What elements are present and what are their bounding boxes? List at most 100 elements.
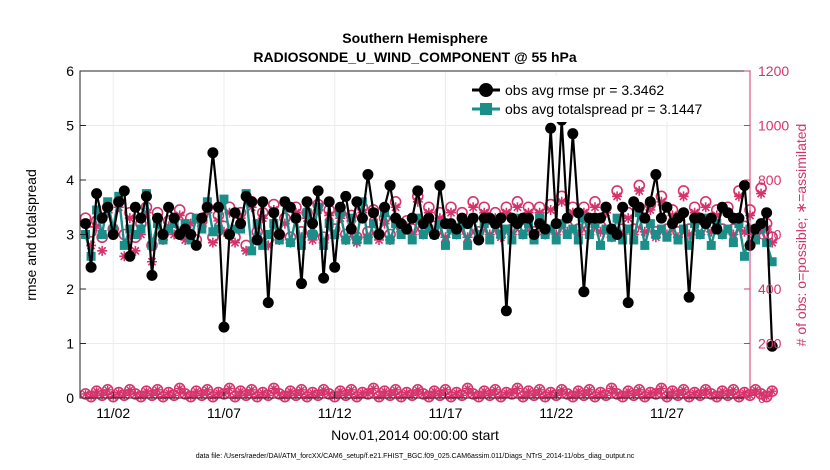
count-point-possible bbox=[201, 384, 214, 396]
count-point-low-assimilated bbox=[618, 392, 627, 401]
count-point-possible bbox=[101, 384, 114, 396]
count-point-low-assimilated bbox=[363, 389, 372, 398]
count-point-assimilated bbox=[706, 226, 717, 237]
spread-point bbox=[407, 235, 417, 245]
rmse-point bbox=[523, 212, 535, 224]
count-point-low-assimilated bbox=[635, 385, 644, 394]
y-tick-label: 4 bbox=[66, 172, 74, 188]
rmse-point bbox=[218, 321, 230, 333]
count-point-low-assimilated bbox=[757, 389, 766, 398]
count-point-assimilated bbox=[534, 207, 545, 218]
count-point-low-assimilated bbox=[341, 391, 350, 400]
count-point-possible bbox=[295, 384, 308, 396]
count-point-assimilated bbox=[639, 226, 650, 237]
x-axis-label: Nov.01,2014 00:00:00 start bbox=[331, 427, 499, 443]
count-point-low-assimilated bbox=[541, 392, 550, 401]
count-point-low-assimilated bbox=[291, 391, 300, 400]
count-point-low-assimilated bbox=[336, 387, 345, 396]
count-point-assimilated bbox=[551, 229, 562, 240]
count-point-low-assimilated bbox=[136, 392, 145, 401]
count-point-low-assimilated bbox=[441, 385, 450, 394]
spread-point bbox=[296, 240, 306, 250]
count-point-possible bbox=[677, 384, 690, 396]
spread-point bbox=[651, 230, 661, 239]
rmse-point bbox=[705, 212, 717, 224]
rmse-point bbox=[301, 196, 313, 208]
count-point-low-assimilated bbox=[375, 392, 384, 401]
count-point-possible bbox=[345, 384, 358, 396]
spread-point bbox=[385, 235, 395, 245]
count-point-low-assimilated bbox=[768, 387, 777, 396]
rmse-point bbox=[334, 201, 346, 213]
spread-point bbox=[579, 213, 589, 223]
spread-point bbox=[346, 213, 356, 223]
count-point-low-assimilated bbox=[314, 391, 323, 400]
spread-point bbox=[125, 224, 135, 234]
spread-point bbox=[330, 230, 340, 239]
count-point-low-assimilated bbox=[253, 392, 262, 401]
count-point-assimilated bbox=[578, 207, 589, 218]
count-point-low-assimilated bbox=[507, 389, 516, 398]
spread-point bbox=[568, 224, 578, 234]
spread-point bbox=[673, 235, 683, 245]
rmse-point bbox=[124, 250, 136, 262]
count-point-assimilated bbox=[86, 240, 97, 251]
x-tick-label: 11/02 bbox=[96, 405, 130, 421]
count-point-low-assimilated bbox=[258, 388, 267, 397]
spread-point bbox=[219, 194, 229, 204]
count-point-low-assimilated bbox=[303, 392, 312, 401]
count-point-low-assimilated bbox=[513, 384, 522, 393]
rmse-point bbox=[622, 297, 634, 309]
count-point-low-assimilated bbox=[358, 388, 367, 397]
count-point-possible bbox=[583, 384, 596, 396]
spread-point bbox=[164, 224, 174, 234]
count-point-possible bbox=[245, 384, 258, 396]
count-point-low-assimilated bbox=[701, 385, 710, 394]
rmse-point bbox=[295, 278, 307, 290]
count-point-low-assimilated bbox=[723, 391, 732, 400]
chart-subtitle: RADIOSONDE_U_WIND_COMPONENT @ 55 hPa bbox=[253, 49, 576, 65]
spread-point bbox=[319, 240, 329, 250]
count-point-assimilated bbox=[279, 218, 290, 229]
rmse-point bbox=[96, 212, 108, 224]
count-point-low-assimilated bbox=[175, 384, 184, 393]
count-point-possible bbox=[151, 384, 164, 396]
spread-point bbox=[679, 224, 689, 234]
rmse-point bbox=[235, 218, 247, 230]
count-point-possible bbox=[367, 382, 380, 395]
spread-point bbox=[230, 224, 240, 234]
rmse-point bbox=[140, 190, 152, 202]
spread-point bbox=[197, 224, 207, 234]
rmse-point bbox=[617, 201, 629, 213]
count-point-low-assimilated bbox=[685, 392, 694, 401]
count-point-low-assimilated bbox=[696, 391, 705, 400]
count-point-low-assimilated bbox=[308, 388, 317, 397]
spread-point bbox=[396, 230, 406, 239]
count-point-low-assimilated bbox=[369, 384, 378, 393]
rmse-point bbox=[113, 196, 125, 208]
rmse-point bbox=[650, 169, 662, 181]
rmse-point bbox=[152, 212, 164, 224]
spread-point bbox=[324, 219, 334, 229]
y-tick-label: 5 bbox=[66, 118, 74, 134]
count-point-possible bbox=[766, 385, 778, 397]
count-point-low-assimilated bbox=[463, 384, 472, 393]
spread-point bbox=[640, 240, 650, 250]
count-point-low-assimilated bbox=[103, 385, 112, 394]
count-point-assimilated bbox=[462, 232, 473, 243]
spread-point bbox=[717, 230, 727, 239]
rmse-point bbox=[412, 185, 424, 197]
spread-point bbox=[684, 240, 694, 250]
rmse-point bbox=[257, 196, 269, 208]
spread-point bbox=[258, 240, 268, 250]
spread-point bbox=[435, 219, 445, 229]
legend-spread-marker bbox=[480, 103, 492, 115]
count-point-assimilated bbox=[767, 237, 778, 248]
rmse-point bbox=[678, 207, 690, 219]
count-point-low-assimilated bbox=[629, 391, 638, 400]
y2-tick-label: 600 bbox=[758, 227, 782, 243]
y-axis-label: rmse and totalspread bbox=[23, 169, 39, 301]
count-point-assimilated bbox=[445, 207, 456, 218]
count-point-assimilated bbox=[512, 202, 523, 213]
count-point-low-assimilated bbox=[674, 391, 683, 400]
